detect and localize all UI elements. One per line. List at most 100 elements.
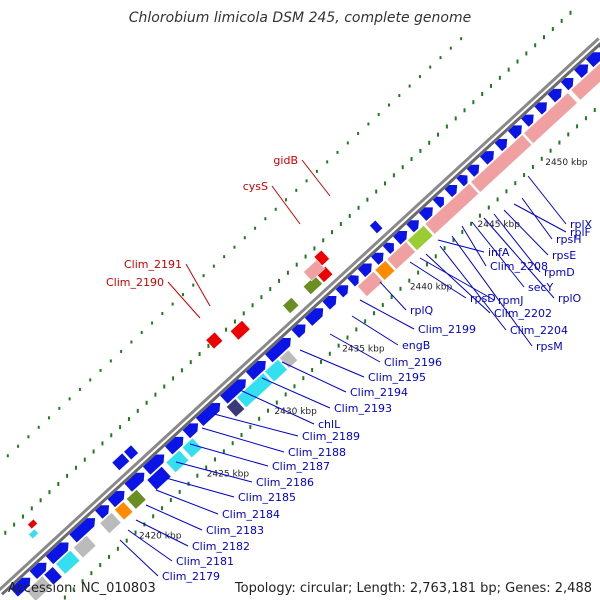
- cog-block: [125, 489, 147, 510]
- cog-block-shape: [523, 92, 578, 144]
- cds-block: [265, 338, 291, 363]
- cds-block: [382, 242, 394, 255]
- tick-dot: [429, 65, 432, 69]
- cds-block-shape: [393, 231, 408, 245]
- tick-dash: [392, 173, 395, 178]
- cog-block-shape: [55, 549, 81, 575]
- tick-dash: [136, 408, 139, 413]
- tick-dot: [295, 188, 298, 192]
- cds-block: [45, 542, 69, 565]
- tick-dash: [401, 165, 404, 170]
- tick-dash: [322, 238, 325, 243]
- tick-dash: [163, 384, 166, 389]
- leader-line: [189, 443, 269, 467]
- leader-line: [165, 477, 235, 498]
- tick-dash: [4, 530, 7, 535]
- gene-label: Clim_2208: [490, 260, 548, 273]
- tick-dash: [205, 465, 208, 470]
- leader-line: [461, 225, 487, 267]
- reverse-block: [369, 219, 384, 235]
- gene-label: Clim_2202: [494, 307, 552, 320]
- cog-block-shape: [570, 62, 600, 101]
- leader-line: [409, 261, 467, 299]
- leader-line: [135, 519, 189, 547]
- tick-dash: [461, 229, 464, 234]
- cog-block: [570, 62, 600, 101]
- leader-line: [155, 489, 219, 515]
- tick-dot: [357, 131, 360, 135]
- leader-line: [451, 235, 533, 347]
- tick-dash: [490, 83, 493, 88]
- cds-block: [393, 231, 408, 245]
- tick-dot: [398, 94, 401, 98]
- tick-dash: [178, 489, 181, 494]
- leader-line: [281, 361, 347, 393]
- tick-dash: [560, 18, 563, 23]
- tick-dash: [275, 400, 278, 405]
- gene-label: rplO: [558, 292, 582, 305]
- cds-block-shape: [107, 491, 125, 508]
- leader-line: [513, 203, 567, 233]
- backbone-line: [0, 37, 600, 592]
- cds-block-shape: [382, 242, 394, 255]
- rna-block: [229, 320, 251, 341]
- cds-block: [371, 252, 384, 265]
- tick-dash: [313, 246, 316, 251]
- cds-block-shape: [357, 263, 372, 278]
- gene-label: Clim_2189: [302, 430, 360, 443]
- gene-label: Clim_2181: [176, 555, 234, 568]
- tick-dash: [366, 197, 369, 202]
- cds-block-shape: [10, 577, 31, 597]
- tick-dash: [214, 457, 217, 462]
- tick-dot: [181, 293, 184, 297]
- cds-block-shape: [432, 196, 444, 209]
- tick-dash: [57, 482, 60, 487]
- reverse-block-shape: [123, 444, 139, 461]
- cds-block: [406, 220, 419, 233]
- tick-dot: [17, 444, 20, 448]
- cog-block-shape: [357, 271, 384, 297]
- kbp-label: 2435 kbp: [342, 345, 385, 355]
- tick-dash: [99, 563, 102, 568]
- accession-text: Accession: NC_010803: [8, 581, 156, 596]
- cds-block: [304, 308, 324, 326]
- tick-dash: [145, 400, 148, 405]
- tick-dash: [425, 262, 428, 267]
- gene-label: rpsM: [536, 340, 563, 353]
- gene-label: Clim_2183: [206, 524, 264, 537]
- tick-dash: [225, 327, 228, 332]
- cds-block: [347, 275, 359, 287]
- tick-dot: [388, 103, 391, 107]
- tick-dash: [39, 498, 42, 503]
- leader-line: [351, 315, 399, 346]
- tick-dash: [311, 368, 314, 373]
- gene-label: infA: [488, 246, 510, 259]
- tick-dash: [470, 221, 473, 226]
- tick-dot: [58, 406, 61, 410]
- cds-block-shape: [560, 78, 574, 91]
- gene-label: rpsE: [552, 249, 576, 262]
- tick-dot: [171, 302, 174, 306]
- cds-block: [494, 138, 508, 152]
- cog-block: [181, 437, 203, 459]
- tick-dash: [127, 417, 130, 422]
- cog-block: [424, 183, 480, 235]
- backbone-line: [1, 42, 600, 596]
- tick-dash: [452, 238, 455, 243]
- tick-dash: [531, 164, 534, 169]
- cds-block-shape: [95, 505, 110, 519]
- kbp-label: 2445 kbp: [478, 220, 521, 230]
- gene-label: rpsH: [556, 233, 582, 246]
- gene-label: Clim_2187: [272, 460, 330, 473]
- tick-dash: [514, 181, 517, 186]
- tick-dash: [355, 327, 358, 332]
- tick-dot: [78, 387, 81, 391]
- tick-dash: [481, 92, 484, 97]
- gene-label: chlL: [318, 418, 341, 431]
- tick-dot: [274, 207, 277, 211]
- cds-block-shape: [29, 562, 47, 580]
- kbp-label: 2440 kbp: [410, 282, 453, 292]
- cds-block: [10, 577, 31, 597]
- cds-block: [245, 361, 266, 380]
- gene-label: Clim_2190: [106, 276, 164, 289]
